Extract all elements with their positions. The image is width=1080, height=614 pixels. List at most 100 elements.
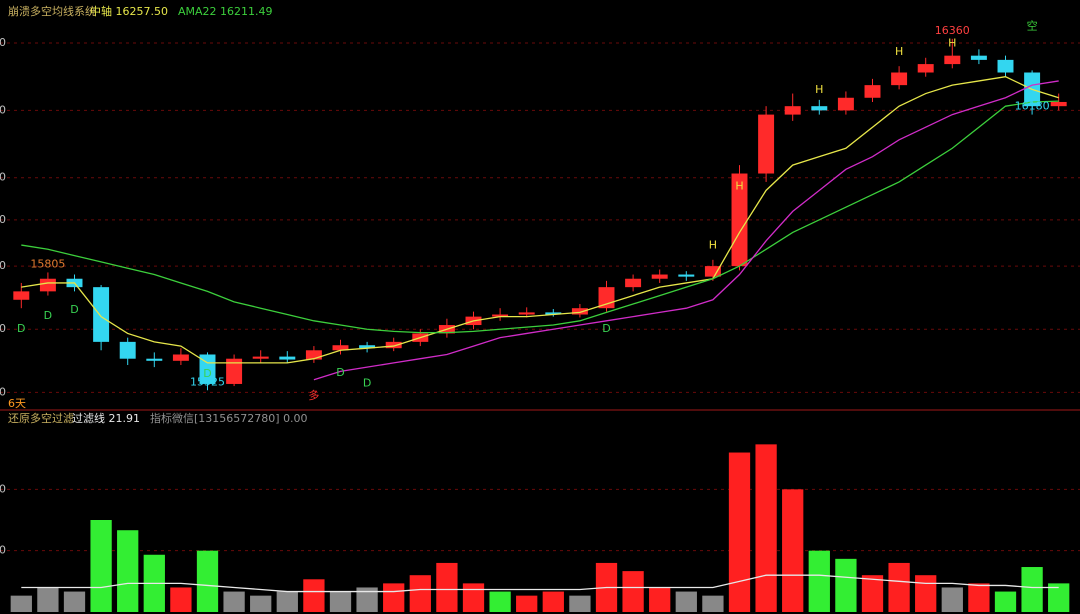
candle-body <box>891 72 908 86</box>
candle-body <box>758 114 775 174</box>
candle-body <box>598 287 615 309</box>
candle-body <box>571 308 588 315</box>
bar <box>329 591 352 612</box>
annotation: 16360 <box>935 24 970 37</box>
bar <box>196 550 219 612</box>
bar <box>303 579 325 612</box>
annotation: H <box>709 238 717 251</box>
bar <box>489 591 511 612</box>
bar <box>622 571 644 612</box>
candle-body <box>226 358 243 384</box>
candle-body <box>119 341 136 359</box>
annotation: 15805 <box>30 257 65 270</box>
candle-body <box>970 55 987 60</box>
bar <box>1048 583 1070 612</box>
bar <box>63 591 86 612</box>
y-tick-label: 16350 <box>0 36 6 49</box>
candle-body <box>545 312 562 315</box>
indicator-line <box>313 80 1059 381</box>
bar <box>941 587 963 612</box>
annotation: 15525 <box>190 375 225 388</box>
bar <box>10 595 32 612</box>
bar <box>462 583 485 612</box>
candle-body <box>704 266 721 277</box>
candle-body <box>625 278 642 288</box>
y-tick-label: 15930 <box>0 213 6 226</box>
candle-body <box>305 350 322 360</box>
bar <box>808 550 830 612</box>
bar <box>276 591 298 612</box>
period-label: 6天 <box>8 397 26 410</box>
bar <box>117 530 139 612</box>
candle-body <box>199 354 216 384</box>
bar <box>409 575 431 612</box>
bar <box>170 587 192 612</box>
candle-body <box>172 354 189 361</box>
bar <box>516 595 538 612</box>
annotation: D <box>203 367 211 380</box>
indicator-line <box>21 100 1059 334</box>
bar <box>994 591 1017 612</box>
bar <box>728 452 751 612</box>
candle-body <box>492 314 509 317</box>
candle-body <box>332 345 349 351</box>
legend-entry: 中轴 16257.50 <box>90 4 168 18</box>
bar <box>915 575 937 612</box>
bar <box>675 591 697 612</box>
candle-body <box>13 291 30 300</box>
candle-body <box>651 274 668 279</box>
bar <box>90 520 112 612</box>
bar <box>649 587 671 612</box>
indicator-title: 崩溃多空均线系统 <box>8 4 96 18</box>
candle-body <box>864 85 881 98</box>
candle-body <box>93 287 110 342</box>
bar <box>888 562 910 612</box>
bar <box>542 591 564 612</box>
bar <box>37 587 59 612</box>
bar <box>755 444 777 612</box>
y-tick-label: 60 <box>0 482 6 495</box>
bar <box>223 591 245 612</box>
y-tick-label: 16190 <box>0 103 6 116</box>
y-tick-label: 15520 <box>0 385 6 398</box>
candle-body <box>837 97 854 111</box>
y-tick-label: 30 <box>0 544 6 557</box>
bar <box>250 595 272 612</box>
bar <box>968 583 990 612</box>
candle-body <box>678 274 695 277</box>
annotation: H <box>815 83 823 96</box>
candle-body <box>997 59 1014 73</box>
bar <box>861 575 884 612</box>
bar <box>702 595 724 612</box>
bar <box>782 489 804 612</box>
annotation: 多 <box>308 388 319 402</box>
legend-entry: 过滤线 21.91 <box>72 411 140 425</box>
annotation: D <box>17 322 25 335</box>
annotation: D <box>44 309 52 322</box>
annotation: D <box>602 322 610 335</box>
candle-body <box>1050 101 1067 107</box>
subtitle: 指标微信[13156572780] 0.00 <box>150 411 308 425</box>
annotation: 空 <box>1027 19 1038 33</box>
candle-body <box>784 106 801 115</box>
annotation: D <box>363 377 371 390</box>
annotation: 16180 <box>1015 100 1050 113</box>
candle-body <box>39 278 56 292</box>
indicator-line <box>21 76 1059 364</box>
bar <box>436 562 458 612</box>
y-tick-label: 16030 <box>0 171 6 184</box>
y-tick-label: 15670 <box>0 322 6 335</box>
annotation: H <box>895 45 903 58</box>
bar <box>569 595 591 612</box>
candle-body <box>518 312 535 315</box>
candle-body <box>811 106 828 111</box>
bar <box>835 558 857 612</box>
candle-body <box>731 173 748 267</box>
indicator-line <box>21 574 1059 593</box>
candle-body <box>944 55 961 65</box>
candle-body <box>252 356 269 359</box>
bar <box>356 587 378 612</box>
candle-body <box>385 341 402 349</box>
